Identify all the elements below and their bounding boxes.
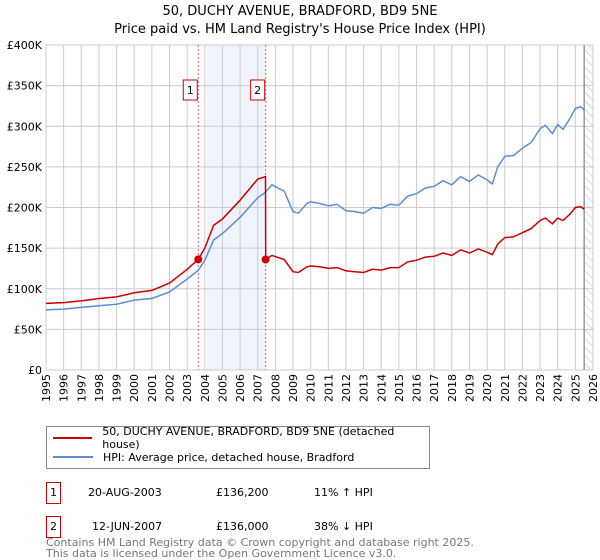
x-tick-label: 2015 <box>393 374 406 402</box>
x-tick-label: 2022 <box>516 374 529 402</box>
transaction-date: 20-AUG-2003 <box>88 486 162 499</box>
marker-badge <box>250 79 266 101</box>
legend-item-property: 50, DUCHY AVENUE, BRADFORD, BD9 5NE (det… <box>53 425 429 451</box>
x-tick-label: 2001 <box>146 374 159 402</box>
x-tick-label: 1997 <box>75 374 88 402</box>
x-tick-label: 2023 <box>534 374 547 402</box>
marker-label: 2 <box>254 84 261 97</box>
sale-point <box>194 255 203 264</box>
x-tick-label: 2002 <box>164 374 177 402</box>
y-tick-label: £200K <box>7 202 43 215</box>
transaction-date: 12-JUN-2007 <box>92 520 163 533</box>
legend-label-property: 50, DUCHY AVENUE, BRADFORD, BD9 5NE (det… <box>102 425 395 451</box>
transaction-badge: 1 <box>46 482 61 504</box>
x-tick-label: 2018 <box>446 374 459 402</box>
x-tick-label: 1996 <box>58 374 71 402</box>
chart-title: 50, DUCHY AVENUE, BRADFORD, BD9 5NE <box>162 4 438 19</box>
legend-swatch-blue <box>53 456 93 458</box>
forecast-hatch <box>584 45 593 370</box>
x-tick-label: 2026 <box>587 374 600 402</box>
y-tick-label: £350K <box>7 80 43 93</box>
x-tick-label: 2013 <box>358 374 371 402</box>
x-tick-label: 2020 <box>481 374 494 402</box>
x-tick-label: 2012 <box>340 374 353 402</box>
legend-item-hpi: HPI: Average price, detached house, Brad… <box>53 449 354 465</box>
x-tick-label: 2016 <box>411 374 424 402</box>
transaction-row: 1 20-AUG-2003 £136,200 11% ↑ HPI <box>46 482 546 504</box>
x-tick-label: 2025 <box>569 374 582 402</box>
y-tick-label: £100K <box>7 283 43 296</box>
y-tick-label: £400K <box>7 39 43 52</box>
x-tick-label: 2008 <box>269 374 282 402</box>
property-price-line <box>45 175 585 305</box>
legend-swatch-red <box>53 437 93 439</box>
x-tick-label: 2024 <box>552 374 565 402</box>
sale-point <box>261 255 270 264</box>
x-tick-label: 1995 <box>40 374 53 402</box>
x-tick-label: 2014 <box>375 374 388 402</box>
chart-subtitle: Price paid vs. HM Land Registry's House … <box>114 22 486 37</box>
y-tick-label: £0 <box>28 364 42 377</box>
price-chart: 1995 1996 1997 1998 1999 2000 2001 2002 2003 2004… <box>7 39 600 402</box>
footer-copyright: Contains HM Land Registry data © Crown c… <box>46 536 474 549</box>
x-tick-label: 2003 <box>181 374 194 402</box>
transaction-hpi-diff: 38% ↓ HPI <box>314 520 373 533</box>
x-tick-label: 2004 <box>199 374 212 402</box>
legend: 50, DUCHY AVENUE, BRADFORD, BD9 5NE (det… <box>46 425 430 469</box>
x-tick-label: 1998 <box>93 374 106 402</box>
y-tick-label: £300K <box>7 120 43 133</box>
x-tick-label: 2009 <box>287 374 300 402</box>
footer-licence: This data is licensed under the Open Gov… <box>46 547 397 560</box>
marker-badge <box>182 79 198 101</box>
y-tick-label: £50K <box>14 323 43 336</box>
x-tick-label: 1999 <box>111 374 124 402</box>
hpi-line <box>45 105 585 311</box>
x-tick-label: 2005 <box>216 374 229 402</box>
transaction-badge: 2 <box>46 516 61 538</box>
x-tick-label: 2017 <box>428 374 441 402</box>
transaction-row: 2 12-JUN-2007 £136,000 38% ↓ HPI <box>46 516 546 538</box>
transaction-hpi-diff: 11% ↑ HPI <box>314 486 373 499</box>
x-tick-label: 2006 <box>234 374 247 402</box>
x-tick-label: 2019 <box>463 374 476 402</box>
x-tick-label: 2007 <box>252 374 265 402</box>
marker-label: 1 <box>187 84 194 97</box>
transaction-price: £136,000 <box>216 520 269 533</box>
transaction-price: £136,200 <box>216 486 269 499</box>
x-tick-label: 2000 <box>128 374 141 402</box>
y-tick-label: £250K <box>7 161 43 174</box>
x-tick-label: 2011 <box>322 374 335 402</box>
legend-label-hpi: HPI: Average price, detached house, Brad… <box>103 450 355 464</box>
x-tick-label: 2010 <box>305 374 318 402</box>
y-tick-label: £150K <box>7 242 43 255</box>
x-tick-label: 2021 <box>499 374 512 402</box>
